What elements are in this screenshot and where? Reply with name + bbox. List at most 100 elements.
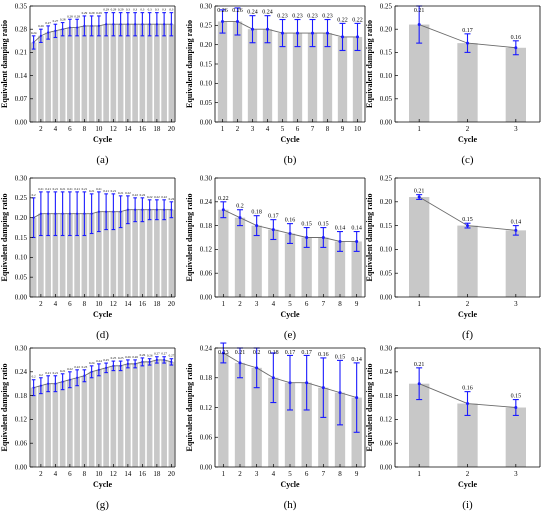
bar bbox=[409, 24, 430, 123]
panel-label: (b) bbox=[284, 154, 297, 166]
data-label: 0.21 bbox=[103, 189, 109, 193]
data-point bbox=[238, 361, 242, 365]
data-label: 0.28 bbox=[60, 18, 66, 22]
bar bbox=[307, 33, 318, 122]
data-label: 0.22 bbox=[140, 193, 146, 197]
data-label: 0.21 bbox=[111, 189, 117, 193]
x-tick-label: 4 bbox=[266, 125, 270, 133]
data-label: 0.25 bbox=[103, 358, 109, 362]
y-tick-label: 0.14 bbox=[15, 72, 28, 80]
data-point bbox=[126, 23, 129, 26]
data-point bbox=[97, 210, 100, 213]
data-point bbox=[119, 23, 122, 26]
data-label: 0.23 bbox=[292, 14, 303, 20]
y-tick-label: 0.18 bbox=[200, 374, 213, 382]
bar bbox=[284, 382, 296, 467]
bar bbox=[52, 30, 59, 122]
y-tick-label: 0.00 bbox=[380, 463, 393, 471]
data-label: 0.24 bbox=[96, 359, 102, 363]
y-tick-label: 0.00 bbox=[380, 118, 393, 126]
bar bbox=[74, 213, 80, 297]
y-tick-label: 0.06 bbox=[380, 440, 393, 448]
data-label: 0.29 bbox=[118, 8, 124, 12]
bar bbox=[96, 211, 102, 297]
data-point bbox=[119, 364, 122, 367]
x-tick-label: 12 bbox=[110, 470, 118, 478]
data-label: 0.17 bbox=[462, 28, 473, 34]
data-point bbox=[47, 31, 50, 34]
bar bbox=[161, 359, 167, 467]
y-tick-label: 0.30 bbox=[15, 344, 28, 352]
y-tick-label: 0.05 bbox=[15, 273, 28, 281]
data-point bbox=[76, 26, 79, 29]
y-tick-label: 0.30 bbox=[380, 344, 393, 352]
data-label: 0.21 bbox=[38, 187, 44, 191]
data-label: 0.23 bbox=[218, 350, 229, 356]
data-point bbox=[54, 212, 57, 215]
y-tick-label: 0.00 bbox=[15, 293, 28, 301]
bar bbox=[67, 379, 73, 467]
data-point bbox=[338, 239, 342, 243]
data-label: 0.29 bbox=[111, 8, 117, 12]
x-tick-label: 10 bbox=[95, 125, 103, 133]
data-point bbox=[255, 366, 259, 370]
y-tick-label: 0.10 bbox=[15, 254, 28, 262]
data-point bbox=[90, 212, 93, 215]
bar bbox=[268, 377, 279, 467]
data-point bbox=[76, 376, 79, 379]
data-label: 0.24 bbox=[31, 31, 37, 35]
y-tick-label: 0.20 bbox=[200, 41, 213, 49]
data-point bbox=[68, 378, 71, 381]
bar bbox=[110, 365, 117, 467]
chart-panel-d: 0.20.21 0.21 0.21 0.21 0.21 0.21 0.21 0.21 0.21 0… bbox=[0, 174, 176, 341]
bar bbox=[67, 213, 73, 297]
bar bbox=[318, 237, 329, 297]
x-tick-label: 1 bbox=[222, 470, 226, 478]
data-label: 0.17 bbox=[268, 214, 279, 220]
data-point bbox=[39, 384, 42, 387]
data-label: 0.14 bbox=[511, 220, 522, 226]
data-label: 0.16 bbox=[511, 35, 522, 41]
data-point bbox=[288, 381, 292, 385]
data-point bbox=[514, 46, 518, 50]
data-label: 0.16 bbox=[285, 218, 296, 224]
bar bbox=[334, 241, 346, 297]
bar bbox=[139, 24, 146, 123]
data-label: 0.17 bbox=[301, 350, 312, 356]
y-tick-label: 0.06 bbox=[200, 434, 213, 442]
x-tick-label: 14 bbox=[124, 300, 132, 308]
panel-label: (h) bbox=[284, 499, 297, 511]
data-label: 0.21 bbox=[82, 187, 88, 191]
x-tick-label: 3 bbox=[514, 300, 518, 308]
x-tick-label: 2 bbox=[236, 125, 240, 133]
y-tick-label: 0.06 bbox=[200, 270, 213, 278]
data-label: 0.2 bbox=[236, 204, 244, 210]
bar bbox=[67, 27, 73, 122]
data-point bbox=[221, 351, 225, 355]
bar bbox=[154, 209, 160, 297]
x-tick-label: 18 bbox=[153, 300, 161, 308]
bar bbox=[96, 369, 102, 467]
y-axis-title: Equivalent damping ratio bbox=[185, 20, 194, 108]
data-label: 0.3 bbox=[126, 8, 130, 12]
bar bbox=[74, 27, 80, 122]
x-tick-label: 10 bbox=[354, 125, 362, 133]
x-axis-title: Cycle bbox=[458, 310, 478, 319]
bar bbox=[30, 217, 37, 297]
x-tick-label: 10 bbox=[95, 470, 103, 478]
bar bbox=[103, 367, 109, 467]
x-tick-label: 10 bbox=[95, 300, 103, 308]
y-tick-label: 0.24 bbox=[380, 368, 393, 376]
y-axis-title: Equivalent damping ratio bbox=[0, 20, 9, 108]
bar bbox=[38, 35, 44, 122]
data-point bbox=[83, 24, 86, 27]
data-label: 0.18 bbox=[268, 350, 279, 356]
data-point bbox=[355, 239, 359, 243]
data-point bbox=[288, 232, 292, 236]
chart-panel-e: 0.22 0.2 0.18 0.17 0.16 0.15 0.15 0.14 0.14 0.00 0… bbox=[185, 174, 366, 341]
bar bbox=[132, 363, 138, 467]
data-point bbox=[338, 391, 342, 395]
bar bbox=[168, 361, 175, 467]
x-tick-label: 6 bbox=[305, 470, 309, 478]
data-label: 0.2 bbox=[32, 375, 36, 379]
